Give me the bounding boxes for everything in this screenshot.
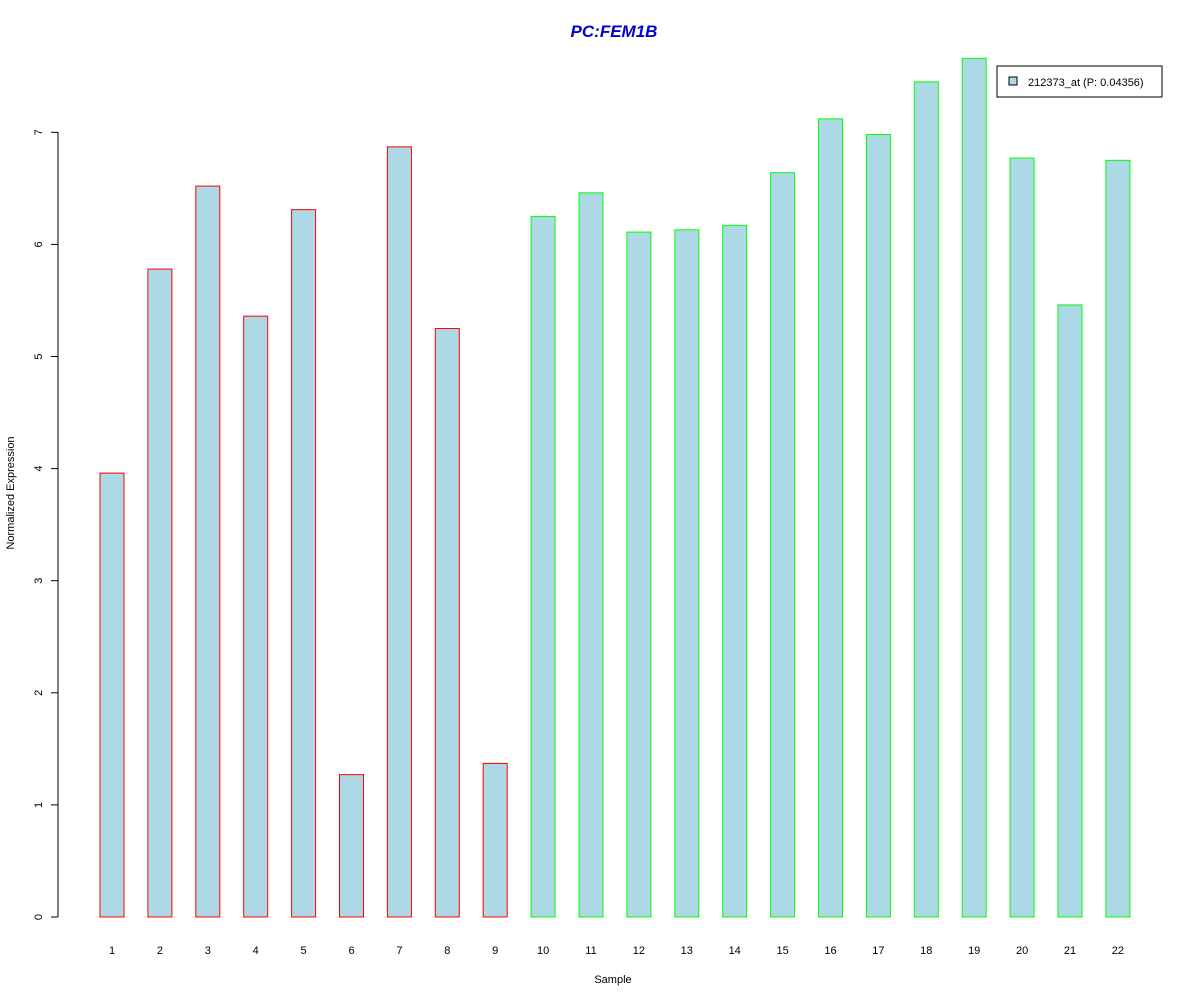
bar-3	[195, 185, 221, 918]
y-tick-label: 1	[33, 802, 45, 808]
x-tick-label: 20	[1016, 945, 1028, 957]
x-tick-label: 6	[348, 945, 354, 957]
bar-15	[770, 172, 796, 918]
x-tick-label: 19	[968, 945, 980, 957]
x-tick-label: 17	[872, 945, 884, 957]
x-tick-label: 14	[729, 945, 741, 957]
bar-19	[961, 57, 987, 918]
x-tick-labels: 1 2 3 4 5 6 7 8 9 10 11 12 13 14 15 16 17 18 19 20 21 22	[109, 945, 1124, 957]
bars	[99, 57, 1131, 918]
x-tick-label: 12	[633, 945, 645, 957]
bar-13	[674, 229, 700, 918]
bar-1	[99, 472, 125, 918]
x-tick-label: 5	[301, 945, 307, 957]
y-tick-label: 4	[33, 466, 45, 472]
bar-9	[482, 762, 508, 918]
legend-label: 212373_at (P: 0.04356)	[1028, 77, 1144, 89]
x-tick-label: 3	[205, 945, 211, 957]
bar-14	[722, 224, 748, 918]
y-axis: 0 1 2 3 4 5 6 7	[33, 129, 59, 920]
x-tick-label: 8	[444, 945, 450, 957]
x-tick-label: 13	[681, 945, 693, 957]
legend-box	[996, 65, 1163, 98]
x-axis-label: Sample	[594, 974, 631, 986]
bar-5	[291, 209, 317, 918]
x-tick-label: 1	[109, 945, 115, 957]
bar-10	[530, 215, 556, 918]
x-tick-label: 9	[492, 945, 498, 957]
x-tick-label: 2	[157, 945, 163, 957]
bar-18	[913, 81, 939, 918]
y-tick-label: 6	[33, 241, 45, 247]
bar-20	[1009, 157, 1035, 918]
bar-16	[818, 118, 843, 918]
x-tick-label: 4	[253, 945, 259, 957]
y-tick-label: 2	[33, 690, 45, 696]
bar-11	[578, 192, 604, 918]
chart-title: PC:FEM1B	[571, 22, 658, 41]
x-tick-label: 11	[585, 945, 596, 957]
bar-8	[434, 327, 460, 918]
x-tick-label: 18	[920, 945, 932, 957]
bar-6	[339, 774, 364, 918]
y-tick-label: 7	[33, 129, 45, 135]
y-tick-label: 3	[33, 578, 45, 584]
x-tick-label: 22	[1112, 945, 1124, 957]
bar-12	[626, 231, 652, 918]
legend: 212373_at (P: 0.04356)	[996, 65, 1163, 98]
x-tick-label: 16	[824, 945, 836, 957]
y-tick-label: 0	[33, 914, 45, 920]
bar-22	[1105, 159, 1131, 918]
bar-21	[1057, 304, 1083, 918]
legend-swatch	[1008, 76, 1018, 86]
x-tick-label: 21	[1064, 945, 1076, 957]
y-tick-label: 5	[33, 353, 45, 359]
bar-7	[386, 146, 412, 918]
bar-4	[243, 315, 269, 918]
y-axis-label: Normalized Expression	[5, 436, 17, 549]
x-tick-label: 15	[776, 945, 788, 957]
bar-17	[865, 134, 891, 918]
x-tick-label: 10	[537, 945, 549, 957]
x-tick-label: 7	[396, 945, 402, 957]
bar-2	[147, 268, 173, 918]
